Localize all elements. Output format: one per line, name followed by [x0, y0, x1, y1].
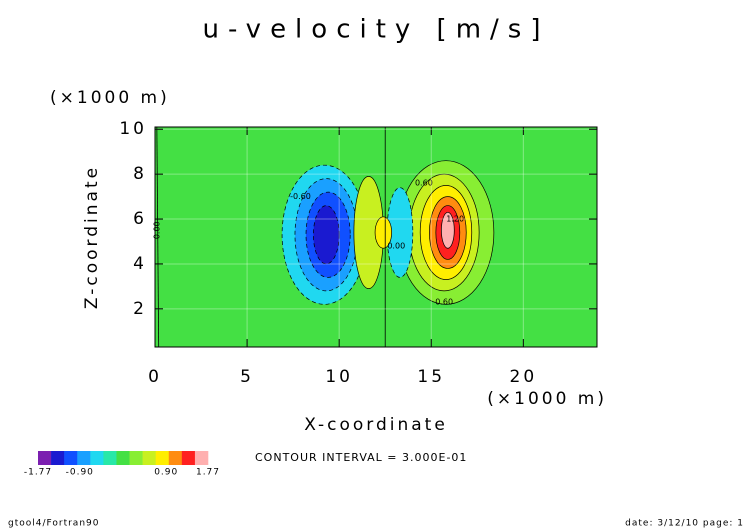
colorbar-cell — [129, 451, 143, 465]
contour-region — [441, 211, 455, 249]
contour-interval: CONTOUR INTERVAL = 3.000E-01 — [255, 451, 467, 464]
colorbar-label: -0.90 — [66, 468, 94, 478]
y-tick-label: 2 — [133, 299, 147, 319]
chart-title: u-velocity [m/s] — [203, 15, 550, 45]
x-tick-label: 5 — [240, 367, 254, 387]
colorbar-label: 0.90 — [154, 468, 178, 478]
plot-frame — [154, 126, 598, 348]
x-tick-label: 10 — [325, 367, 353, 387]
colorbar-cell — [103, 451, 117, 465]
contour-label: 0.60 — [435, 298, 453, 307]
y-tick-label: 10 — [119, 119, 147, 139]
colorbar-cell — [90, 451, 104, 465]
colorbar-cell — [77, 451, 91, 465]
colorbar-cell — [51, 451, 65, 465]
contour-region — [386, 187, 414, 278]
colorbar-cell — [155, 451, 170, 465]
colorbar-cell — [194, 451, 209, 465]
x-tick-label: 20 — [510, 367, 538, 387]
contour-label: 0.60 — [415, 179, 433, 188]
colorbar-label: 1.77 — [196, 468, 220, 478]
x-tick-label: 15 — [417, 367, 445, 387]
colorbar-cell — [64, 451, 78, 465]
footer-left: gtool4/Fortran90 — [8, 519, 99, 529]
contour-label: 0.00 — [152, 221, 161, 239]
colorbar-cell — [38, 451, 52, 465]
y-axis-label: Z-coordinate — [82, 165, 102, 309]
contour-label: 1.20 — [446, 215, 464, 224]
colorbar-cell — [181, 451, 196, 465]
y-tick-label: 8 — [133, 164, 147, 184]
footer-right: date: 3/12/10 page: 1 — [625, 519, 744, 529]
contour-label: 0.00 — [387, 241, 405, 250]
y-tick-label: 6 — [133, 209, 147, 229]
x-axis-label: X-coordinate — [304, 415, 448, 435]
colorbar-cell — [116, 451, 130, 465]
colorbar-cell — [142, 451, 156, 465]
y-unit: (×1000 m) — [50, 88, 170, 108]
colorbar-cell — [168, 451, 183, 465]
contour-region — [374, 216, 393, 249]
colorbar-label: -1.77 — [24, 468, 52, 478]
contour-line — [156, 126, 160, 348]
contour-region — [313, 205, 340, 265]
contour-label: -0.60 — [290, 192, 311, 201]
y-tick-label: 4 — [133, 254, 147, 274]
x-tick-label: 0 — [148, 367, 162, 387]
x-unit: (×1000 m) — [487, 389, 607, 409]
